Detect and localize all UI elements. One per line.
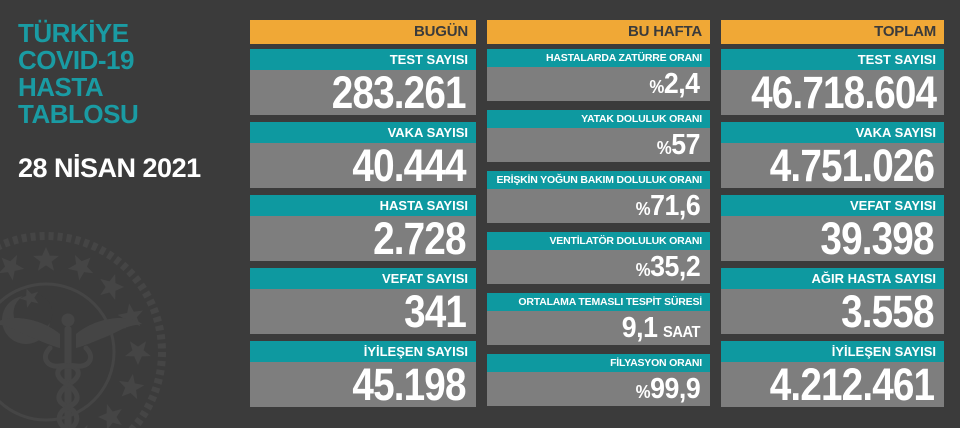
stat-card-hasta-sayisi: HASTA SAYISI 2.728 bbox=[250, 195, 476, 261]
percent-sign: % bbox=[649, 76, 665, 97]
stat-value-text: %99,9 bbox=[635, 372, 700, 409]
stat-label: FİLYASYON ORANI bbox=[487, 354, 710, 372]
stat-label: HASTALARDA ZATÜRRE ORANI bbox=[487, 49, 710, 67]
column-bu-hafta: BU HAFTA HASTALARDA ZATÜRRE ORANI %2,4 Y… bbox=[487, 20, 710, 406]
unit-label: SAAT bbox=[663, 324, 700, 341]
stat-value: 4.212.461 bbox=[721, 362, 944, 407]
column-header-bu-hafta: BU HAFTA bbox=[487, 20, 710, 44]
stat-value: 45.198 bbox=[250, 362, 476, 407]
stat-number: 57 bbox=[671, 129, 700, 161]
stat-label: TEST SAYISI bbox=[721, 49, 944, 70]
stat-value: 341 bbox=[250, 289, 476, 334]
percent-sign: % bbox=[635, 381, 650, 402]
stat-number: 2,4 bbox=[664, 68, 700, 100]
stat-label: ORTALAMA TEMASLI TESPİT SÜRESİ bbox=[487, 293, 710, 311]
stat-label: VEFAT SAYISI bbox=[250, 268, 476, 289]
column-header-toplam: TOPLAM bbox=[721, 20, 944, 44]
stat-value-text: 9,1 SAAT bbox=[621, 311, 701, 350]
stat-number: 99,9 bbox=[649, 373, 701, 405]
card-list-bu-hafta: HASTALARDA ZATÜRRE ORANI %2,4 YATAK DOLU… bbox=[487, 49, 710, 406]
stat-value-text: %2,4 bbox=[649, 67, 701, 104]
stat-label: VENTİLATÖR DOLULUK ORANI bbox=[487, 232, 710, 250]
stat-value-text: 46.718.604 bbox=[751, 67, 937, 118]
stat-value-text: 40.444 bbox=[352, 140, 467, 191]
stat-value: %71,6 bbox=[487, 189, 710, 223]
stat-value: %99,9 bbox=[487, 372, 710, 406]
stat-value-text: 283.261 bbox=[332, 67, 467, 118]
stat-card-toplam-vefat-sayisi: VEFAT SAYISI 39.398 bbox=[721, 195, 944, 261]
card-list-toplam: TEST SAYISI 46.718.604 VAKA SAYISI 4.751… bbox=[721, 49, 944, 407]
stat-label: İYİLEŞEN SAYISI bbox=[721, 341, 944, 362]
stat-value-text: 4.212.461 bbox=[769, 359, 935, 410]
stat-value-text: %35,2 bbox=[635, 250, 700, 287]
column-bugun: BUGÜN TEST SAYISI 283.261 VAKA SAYISI 40… bbox=[250, 20, 476, 407]
stat-card-yogun-bakim-doluluk: ERİŞKİN YOĞUN BAKIM DOLULUK ORANI %71,6 bbox=[487, 171, 710, 223]
stat-label: YATAK DOLULUK ORANI bbox=[487, 110, 710, 128]
stat-number: 35,2 bbox=[649, 251, 701, 283]
stat-value: 283.261 bbox=[250, 70, 476, 115]
stat-value: 2.728 bbox=[250, 216, 476, 261]
stat-label: VAKA SAYISI bbox=[721, 122, 944, 143]
stat-value: 4.751.026 bbox=[721, 143, 944, 188]
stat-label: AĞIR HASTA SAYISI bbox=[721, 268, 944, 289]
title-line: TABLOSU bbox=[18, 99, 139, 129]
percent-sign: % bbox=[635, 198, 650, 219]
stat-value-text: %71,6 bbox=[635, 189, 700, 226]
title-line: HASTA bbox=[18, 72, 104, 102]
stat-card-vefat-sayisi: VEFAT SAYISI 341 bbox=[250, 268, 476, 334]
stat-label: İYİLEŞEN SAYISI bbox=[250, 341, 476, 362]
column-toplam: TOPLAM TEST SAYISI 46.718.604 VAKA SAYIS… bbox=[721, 20, 944, 407]
stat-card-zaturre-orani: HASTALARDA ZATÜRRE ORANI %2,4 bbox=[487, 49, 710, 101]
stat-value-text: 4.751.026 bbox=[769, 140, 935, 191]
stat-number: 71,6 bbox=[649, 190, 701, 222]
stat-card-toplam-vaka-sayisi: VAKA SAYISI 4.751.026 bbox=[721, 122, 944, 188]
sidebar: TÜRKİYE COVID-19 HASTA TABLOSU 28 NİSAN … bbox=[18, 20, 233, 184]
stat-value-text: 341 bbox=[403, 286, 467, 337]
stat-card-yatak-doluluk: YATAK DOLULUK ORANI %57 bbox=[487, 110, 710, 162]
title-line: COVID-19 bbox=[18, 45, 134, 75]
stat-value: 39.398 bbox=[721, 216, 944, 261]
stat-label: HASTA SAYISI bbox=[250, 195, 476, 216]
stat-card-temasli-tespit-suresi: ORTALAMA TEMASLI TESPİT SÜRESİ 9,1 SAAT bbox=[487, 293, 710, 345]
stat-value-text: 2.728 bbox=[373, 213, 466, 264]
stat-label: VAKA SAYISI bbox=[250, 122, 476, 143]
stat-card-iyilesen-sayisi: İYİLEŞEN SAYISI 45.198 bbox=[250, 341, 476, 407]
stat-value-text: 45.198 bbox=[352, 359, 467, 410]
stat-card-toplam-test-sayisi: TEST SAYISI 46.718.604 bbox=[721, 49, 944, 115]
stat-label: TEST SAYISI bbox=[250, 49, 476, 70]
stat-value: 9,1 SAAT bbox=[487, 311, 710, 345]
percent-sign: % bbox=[635, 259, 650, 280]
column-header-bugun: BUGÜN bbox=[250, 20, 476, 44]
stat-card-test-sayisi: TEST SAYISI 283.261 bbox=[250, 49, 476, 115]
stat-value-text: 39.398 bbox=[820, 213, 935, 264]
stat-value-text: 3.558 bbox=[841, 286, 934, 337]
ministry-of-health-logo-icon bbox=[0, 232, 166, 428]
stat-label: VEFAT SAYISI bbox=[721, 195, 944, 216]
stat-value: %35,2 bbox=[487, 250, 710, 284]
stat-value: %57 bbox=[487, 128, 710, 162]
stat-card-ventilator-doluluk: VENTİLATÖR DOLULUK ORANI %35,2 bbox=[487, 232, 710, 284]
page-title: TÜRKİYE COVID-19 HASTA TABLOSU bbox=[18, 20, 233, 128]
stat-label: ERİŞKİN YOĞUN BAKIM DOLULUK ORANI bbox=[487, 171, 710, 189]
stat-value: 3.558 bbox=[721, 289, 944, 334]
stat-card-agir-hasta-sayisi: AĞIR HASTA SAYISI 3.558 bbox=[721, 268, 944, 334]
card-list-bugun: TEST SAYISI 283.261 VAKA SAYISI 40.444 H… bbox=[250, 49, 476, 407]
stat-value: 40.444 bbox=[250, 143, 476, 188]
percent-sign: % bbox=[656, 137, 672, 158]
stat-card-vaka-sayisi: VAKA SAYISI 40.444 bbox=[250, 122, 476, 188]
stat-value-text: %57 bbox=[656, 128, 701, 165]
stat-card-toplam-iyilesen-sayisi: İYİLEŞEN SAYISI 4.212.461 bbox=[721, 341, 944, 407]
title-line: TÜRKİYE bbox=[18, 18, 129, 48]
stat-value: %2,4 bbox=[487, 67, 710, 101]
report-date: 28 NİSAN 2021 bbox=[18, 153, 201, 183]
stat-card-filyasyon-orani: FİLYASYON ORANI %99,9 bbox=[487, 354, 710, 406]
stat-number: 9,1 bbox=[621, 312, 658, 344]
stat-value: 46.718.604 bbox=[721, 70, 944, 115]
